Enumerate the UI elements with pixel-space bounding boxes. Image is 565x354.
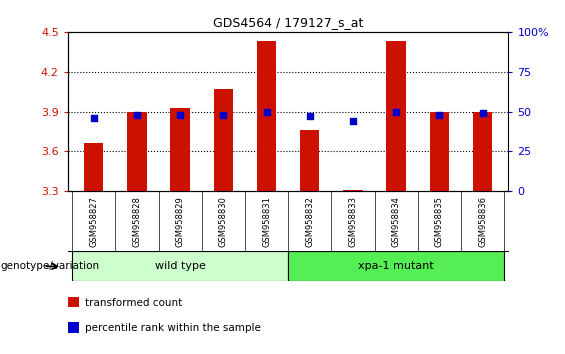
Bar [84,143,103,191]
Text: GSM958835: GSM958835 [435,196,444,247]
Bar [72,251,288,281]
Text: GSM958830: GSM958830 [219,196,228,247]
Bar [473,112,492,191]
Point [89,115,98,121]
Point [349,118,358,124]
Title: GDS4564 / 179127_s_at: GDS4564 / 179127_s_at [213,16,363,29]
Bar [300,130,319,191]
Point [392,109,401,114]
Point [262,109,271,114]
Bar [68,322,79,333]
Point [132,112,141,118]
Text: transformed count: transformed count [85,298,182,308]
Bar [257,41,276,191]
Bar [171,108,190,191]
Bar [127,112,147,191]
Point [305,113,314,119]
Bar [429,112,449,191]
Text: genotype/variation: genotype/variation [0,261,99,272]
Text: GSM958832: GSM958832 [305,196,314,247]
Text: GSM958827: GSM958827 [89,196,98,247]
Bar [288,251,504,281]
Text: GSM958834: GSM958834 [392,196,401,247]
Bar [343,190,363,191]
Bar [214,89,233,191]
Text: xpa-1 mutant: xpa-1 mutant [358,261,434,272]
Text: GSM958829: GSM958829 [176,196,185,247]
Text: GSM958828: GSM958828 [132,196,141,247]
Point [478,110,487,116]
Point [176,112,185,118]
Point [435,112,444,118]
Text: GSM958833: GSM958833 [349,196,358,247]
Text: percentile rank within the sample: percentile rank within the sample [85,323,261,333]
Text: GSM958836: GSM958836 [478,196,487,247]
Text: wild type: wild type [155,261,206,272]
Point [219,112,228,118]
Bar [68,297,79,307]
Text: GSM958831: GSM958831 [262,196,271,247]
Bar [386,41,406,191]
